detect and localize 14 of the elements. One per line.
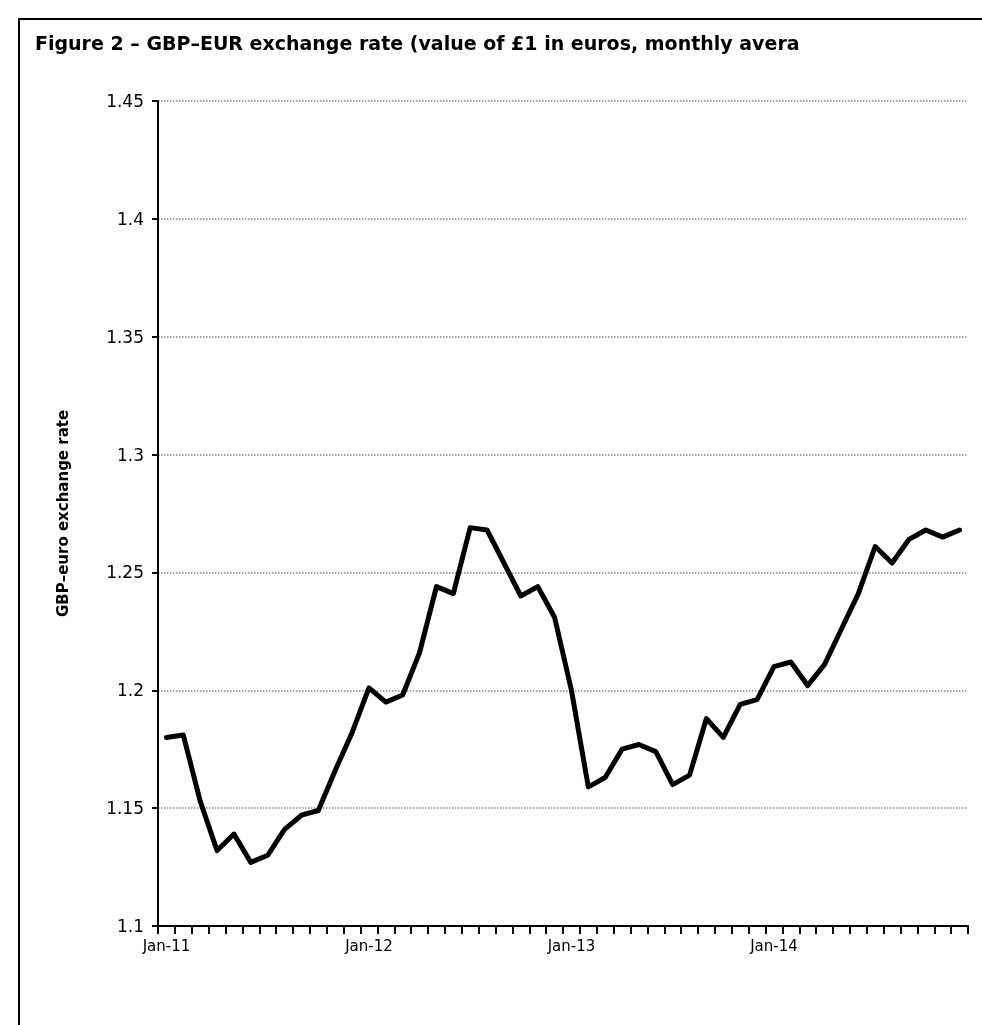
chart-title: Figure 2 – GBP–EUR exchange rate (value of £1 in euros, monthly avera [35, 31, 800, 54]
x-tick-label: Jan-11 [141, 936, 191, 955]
y-tick-label: 1.2 [116, 680, 144, 701]
y-tick-label: 1.3 [116, 444, 144, 465]
x-tick-label: Jan-13 [546, 936, 596, 955]
y-tick-label: 1.45 [106, 91, 144, 111]
y-tick-label: 1.15 [106, 798, 144, 819]
y-tick-label: 1.4 [116, 208, 144, 229]
y-tick-label: 1.25 [106, 562, 144, 583]
y-axis-title: GBP–euro exchange rate [53, 409, 72, 618]
y-tick-label: 1.1 [116, 916, 144, 936]
x-tick-label: Jan-14 [749, 936, 798, 955]
y-tick-label: 1.35 [106, 326, 144, 347]
x-tick-label: Jan-12 [344, 936, 393, 955]
